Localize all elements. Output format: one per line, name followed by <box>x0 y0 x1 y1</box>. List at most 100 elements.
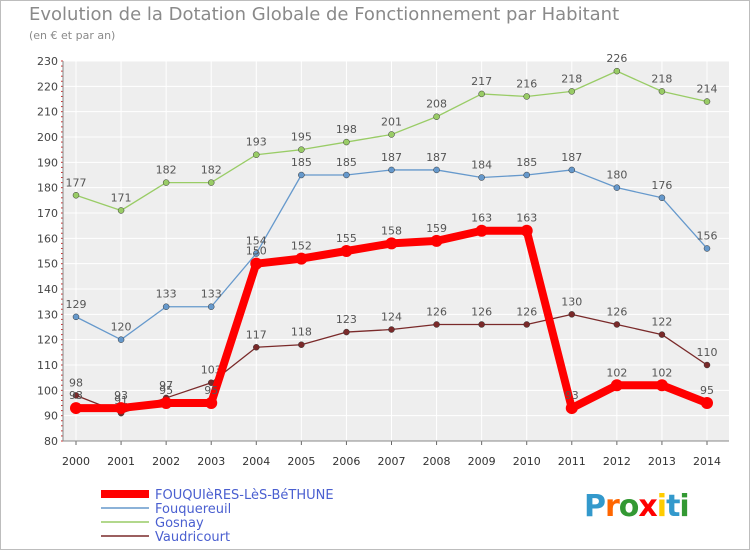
data-point <box>523 171 530 179</box>
x-tick-label: 2014 <box>693 455 721 468</box>
proxiti-logo: Proxiti <box>584 489 690 524</box>
data-point <box>298 146 305 153</box>
logo-letter: i <box>679 489 689 524</box>
data-label: 130 <box>561 295 582 308</box>
data-label: 180 <box>606 169 627 182</box>
data-point <box>613 184 621 191</box>
data-point <box>658 88 666 95</box>
data-point <box>162 303 170 310</box>
x-tick-label: 2008 <box>423 455 451 468</box>
data-point <box>478 174 485 181</box>
x-tick-label: 2007 <box>378 455 406 468</box>
data-point <box>117 207 125 214</box>
y-tick-label: 160 <box>37 232 58 245</box>
data-label: 226 <box>606 52 627 65</box>
logo-letter: P <box>584 489 606 524</box>
data-point <box>162 179 170 186</box>
data-label: 122 <box>651 316 672 329</box>
y-tick-label: 220 <box>37 80 58 93</box>
data-point <box>658 194 666 202</box>
logo-letter: t <box>666 489 680 524</box>
data-label: 185 <box>516 156 537 169</box>
data-point <box>298 341 305 348</box>
logo-letter: x <box>638 489 657 524</box>
logo-letter: i <box>656 489 667 524</box>
data-point <box>115 402 128 415</box>
y-tick-label: 140 <box>37 283 58 296</box>
data-label: 159 <box>426 222 447 235</box>
series-fouqui-res-l-s-b-thune: 93 93 95 95 150 152 155 158 159 163 163 93 102 102 95 <box>69 212 714 415</box>
x-tick-label: 2011 <box>558 455 586 468</box>
data-label: 182 <box>201 164 222 177</box>
data-point <box>565 402 578 415</box>
x-tick-label: 2012 <box>603 455 631 468</box>
data-point <box>523 321 530 328</box>
data-label: 133 <box>156 288 177 301</box>
data-point <box>72 313 80 321</box>
y-tick-label: 190 <box>37 156 58 169</box>
data-point <box>658 331 666 338</box>
data-label: 195 <box>291 131 312 144</box>
data-point <box>250 257 263 270</box>
data-label: 182 <box>156 164 177 177</box>
data-label: 218 <box>561 72 582 85</box>
x-tick-label: 2013 <box>648 455 676 468</box>
y-tick-label: 200 <box>37 131 58 144</box>
data-label: 184 <box>471 159 492 172</box>
chart-title: Evolution de la Dotation Globale de Fonc… <box>29 4 620 25</box>
data-label: 103 <box>201 364 222 377</box>
data-label: 129 <box>66 298 87 311</box>
data-point <box>160 397 173 409</box>
data-label: 154 <box>246 235 267 248</box>
data-point <box>703 98 711 105</box>
x-tick-label: 2010 <box>513 455 541 468</box>
data-label: 126 <box>426 305 447 318</box>
data-point <box>523 93 530 100</box>
data-point <box>433 113 440 120</box>
data-label: 187 <box>561 151 582 164</box>
data-label: 126 <box>516 305 537 318</box>
data-label: 133 <box>201 288 222 301</box>
legend-label: FOUQUIèRES-LèS-BéTHUNE <box>155 488 334 503</box>
data-label: 163 <box>516 212 537 225</box>
data-point <box>613 321 621 328</box>
data-point <box>388 166 395 174</box>
data-point <box>295 252 308 265</box>
legend-label: Vaudricourt <box>155 530 230 545</box>
data-point <box>207 303 215 310</box>
data-label: 155 <box>336 232 357 245</box>
data-label: 187 <box>426 151 447 164</box>
data-label: 217 <box>471 75 492 88</box>
data-point <box>568 166 576 174</box>
data-point <box>703 361 711 369</box>
data-label: 95 <box>204 384 218 397</box>
legend-label: Gosnay <box>155 516 204 531</box>
data-point <box>478 90 485 98</box>
y-tick-label: 130 <box>37 308 58 321</box>
data-point <box>343 138 350 146</box>
data-label: 208 <box>426 98 447 111</box>
data-point <box>610 379 623 392</box>
x-tick-label: 2000 <box>62 455 90 468</box>
data-point <box>475 224 488 237</box>
data-point <box>568 311 576 318</box>
data-label: 163 <box>471 212 492 225</box>
y-tick-label: 110 <box>37 359 58 372</box>
series-fouquereuil: 129 120 133 133 154 185 185 187 187 184 185 187 180 1… <box>66 151 718 343</box>
data-label: 218 <box>651 72 672 85</box>
y-tick-label: 150 <box>37 258 58 271</box>
data-label: 171 <box>111 191 132 204</box>
x-tick-label: 2005 <box>287 455 315 468</box>
data-label: 95 <box>159 384 173 397</box>
y-tick-label: 100 <box>37 384 58 397</box>
data-label: 93 <box>69 389 83 402</box>
logo-letter: r <box>605 489 620 524</box>
data-label: 214 <box>697 83 718 96</box>
data-label: 177 <box>66 176 87 189</box>
data-label: 93 <box>565 389 579 402</box>
logo-letter: o <box>618 489 640 524</box>
data-point <box>72 192 80 199</box>
data-label: 187 <box>381 151 402 164</box>
chart-subtitle: (en € et par an) <box>29 29 116 42</box>
